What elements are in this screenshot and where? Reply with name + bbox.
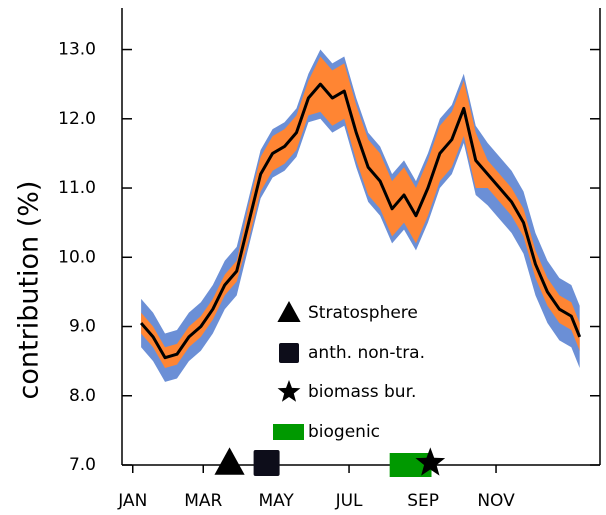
y-tick-label: 12.0 <box>58 109 96 129</box>
legend-label: biomass bur. <box>308 382 416 402</box>
legend-label: anth. non-tra. <box>308 343 425 363</box>
y-axis-label: contribution (%) <box>14 181 45 400</box>
x-tick-label: SEP <box>407 491 439 511</box>
x-tick-label: MAY <box>258 491 294 511</box>
line <box>139 82 582 360</box>
event-marker <box>253 450 280 476</box>
y-tick-label: 8.0 <box>69 386 96 406</box>
legend-symbol <box>277 380 301 402</box>
x-tick-label: JAN <box>117 491 147 511</box>
legend-label: biogenic <box>308 422 380 442</box>
x-tick-label: NOV <box>477 491 515 511</box>
y-tick-label: 7.0 <box>69 455 96 475</box>
y-tick-label: 13.0 <box>58 40 96 60</box>
y-tick-label: 11.0 <box>58 178 96 198</box>
x-tick-label: JUL <box>335 491 363 511</box>
legend-label: Stratosphere <box>308 303 418 323</box>
y-tick-label: 9.0 <box>69 317 96 337</box>
legend-symbol <box>277 301 301 322</box>
y-tick-label: 10.0 <box>58 247 96 267</box>
legend-symbol <box>279 343 299 363</box>
x-tick-label: MAR <box>184 491 222 511</box>
event-marker <box>415 447 446 476</box>
legend-swatch <box>273 424 304 440</box>
event-marker <box>214 447 245 475</box>
